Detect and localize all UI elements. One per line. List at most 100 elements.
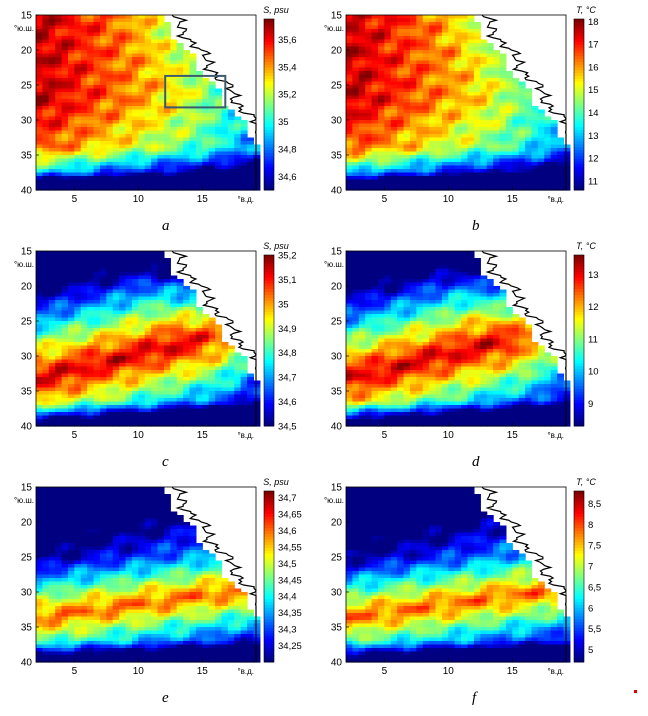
heatmap-cell (499, 186, 507, 191)
heatmap-cell (493, 116, 501, 121)
heatmap-cell (55, 109, 63, 114)
heatmap-cell (365, 123, 373, 128)
heatmap-cell (80, 359, 88, 364)
heatmap-cell (99, 391, 107, 396)
heatmap-cell (170, 113, 178, 118)
heatmap-cell (151, 373, 159, 378)
heatmap-cell (505, 151, 513, 156)
heatmap-cell (125, 169, 133, 174)
heatmap-cell (36, 85, 43, 90)
heatmap-cell (74, 370, 82, 375)
heatmap-cell (138, 258, 146, 263)
heatmap-cell (409, 15, 417, 20)
heatmap-cell (377, 78, 385, 83)
colorbar-tick-label: 34,7 (278, 373, 297, 384)
heatmap-cell (106, 293, 114, 298)
heatmap-cell (512, 123, 520, 128)
heatmap-cell (208, 81, 216, 86)
heatmap-cell (467, 25, 475, 30)
heatmap-cell (441, 67, 449, 72)
heatmap-cell (441, 183, 449, 188)
heatmap-cell (422, 60, 430, 65)
heatmap-cell (176, 377, 184, 382)
heatmap-cell (170, 408, 178, 413)
heatmap-cell (112, 272, 120, 277)
heatmap-cell (42, 141, 50, 146)
heatmap-cell (371, 53, 379, 58)
heatmap-cell (435, 71, 443, 76)
heatmap-cell (409, 144, 417, 149)
heatmap-cell (176, 155, 184, 160)
heatmap-cell (473, 137, 481, 142)
heatmap-cell (435, 162, 443, 167)
heatmap-cell (531, 123, 539, 128)
heatmap-cell (151, 345, 159, 350)
heatmap-cell (170, 310, 178, 315)
heatmap-cell (422, 268, 430, 273)
heatmap-cell (112, 408, 120, 413)
heatmap-cell (74, 22, 82, 27)
heatmap-cell (208, 183, 216, 188)
colorbar-segment (264, 170, 274, 174)
heatmap-cell (125, 43, 133, 48)
heatmap-cell (87, 412, 95, 417)
heatmap-cell (87, 155, 95, 160)
heatmap-cell (227, 116, 235, 121)
heatmap-cell (358, 32, 366, 37)
heatmap-cell (358, 282, 366, 287)
heatmap-cell (195, 338, 203, 343)
heatmap-cell (183, 155, 191, 160)
heatmap-cell (480, 151, 488, 156)
heatmap-cell (99, 183, 107, 188)
heatmap-cell (467, 169, 475, 174)
heatmap-cell (125, 405, 133, 410)
heatmap-cell (138, 419, 146, 424)
heatmap-cell (99, 275, 107, 280)
colorbar-segment (574, 93, 584, 97)
heatmap-cell (346, 265, 353, 270)
heatmap-cell (119, 85, 127, 90)
heatmap-cell (384, 120, 392, 125)
heatmap-cell (170, 384, 178, 389)
heatmap-cell (80, 57, 88, 62)
heatmap-cell (227, 363, 235, 368)
heatmap-cell (125, 127, 133, 132)
heatmap-cell (365, 120, 373, 125)
heatmap-cell (467, 279, 475, 284)
heatmap-cell (125, 109, 133, 114)
heatmap-cell (493, 162, 501, 167)
heatmap-cell (467, 71, 475, 76)
heatmap-cell (435, 43, 443, 48)
heatmap-cell (87, 387, 95, 392)
heatmap-cell (448, 179, 456, 184)
heatmap-cell (138, 172, 146, 177)
heatmap-cell (119, 162, 127, 167)
heatmap-cell (74, 275, 82, 280)
heatmap-cell (125, 176, 133, 181)
heatmap-cell (61, 88, 69, 93)
heatmap-cell (163, 342, 171, 347)
heatmap-cell (42, 176, 50, 181)
heatmap-cell (215, 331, 223, 336)
heatmap-cell (390, 186, 398, 191)
heatmap-cell (208, 88, 216, 93)
heatmap-cell (157, 338, 165, 343)
heatmap-cell (42, 307, 50, 312)
heatmap-cell (80, 53, 88, 58)
heatmap-cell (48, 183, 56, 188)
heatmap-cell (467, 102, 475, 107)
heatmap-cell (493, 183, 501, 188)
heatmap-cell (480, 116, 488, 121)
heatmap-cell (189, 289, 197, 294)
heatmap-cell (486, 169, 494, 174)
heatmap-cell (176, 422, 184, 427)
heatmap-cell (221, 366, 229, 371)
heatmap-cell (467, 134, 475, 139)
heatmap-cell (377, 162, 385, 167)
heatmap-cell (61, 36, 69, 41)
heatmap-cell (563, 172, 571, 177)
heatmap-cell (234, 127, 242, 132)
heatmap-cell (67, 251, 75, 256)
colorbar-segment (574, 81, 584, 86)
heatmap-cell (48, 106, 56, 111)
